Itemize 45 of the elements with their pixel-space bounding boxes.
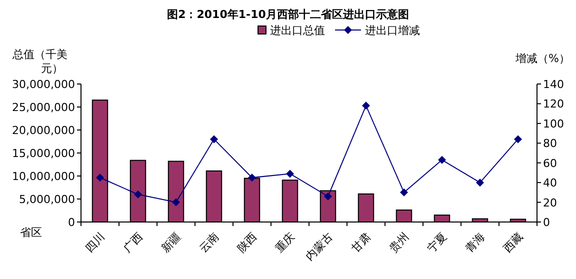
y-axis-title: 总值（千美元） bbox=[12, 48, 68, 75]
point bbox=[172, 198, 180, 206]
point bbox=[134, 190, 142, 198]
point bbox=[362, 102, 370, 110]
y-tick-label: 0 bbox=[68, 216, 75, 229]
chart-title: 图2：2010年1-10月西部十二省区进出口示意图 bbox=[167, 8, 409, 21]
point bbox=[286, 170, 294, 178]
y2-tick-label: 0 bbox=[543, 216, 550, 229]
x-tick-label: 内蒙古 bbox=[303, 230, 336, 263]
y-tick-label: 15,000,000 bbox=[12, 147, 75, 160]
x-tick-label: 西藏 bbox=[500, 230, 526, 256]
x-tick-label: 云南 bbox=[196, 230, 222, 256]
point bbox=[324, 192, 332, 200]
y-tick-label: 20,000,000 bbox=[12, 124, 75, 137]
y2-tick-label: 100 bbox=[543, 117, 564, 130]
x-tick-label: 宁夏 bbox=[424, 230, 450, 256]
point bbox=[248, 174, 256, 182]
y-tick-label: 5,000,000 bbox=[19, 193, 75, 206]
x-axis-title: 省区 bbox=[20, 226, 42, 239]
x-tick-label: 新疆 bbox=[158, 230, 184, 256]
x-tick-label: 贵州 bbox=[386, 230, 412, 256]
point bbox=[476, 178, 484, 187]
x-tick-label: 甘肃 bbox=[348, 230, 374, 256]
y-tick-label: 25,000,000 bbox=[12, 101, 75, 114]
y-tick-label: 30,000,000 bbox=[12, 78, 75, 91]
y2-tick-label: 80 bbox=[543, 137, 557, 150]
x-tick-label: 青海 bbox=[462, 230, 488, 256]
x-tick-label: 重庆 bbox=[272, 230, 298, 256]
x-tick-label: 广西 bbox=[120, 230, 146, 256]
point bbox=[438, 156, 446, 164]
legend-label: 进出口增减 bbox=[365, 24, 420, 37]
y2-tick-label: 140 bbox=[543, 78, 564, 91]
y2-tick-label: 40 bbox=[543, 176, 557, 190]
y2-tick-label: 20 bbox=[543, 196, 557, 210]
y2-tick-label: 120 bbox=[543, 98, 564, 111]
x-tick-label: 四川 bbox=[82, 230, 108, 256]
y-tick-label: 10,000,000 bbox=[12, 170, 75, 183]
point bbox=[210, 135, 218, 144]
x-tick-label: 陕西 bbox=[234, 230, 260, 256]
point bbox=[400, 188, 408, 196]
point bbox=[96, 174, 104, 182]
y2-tick-label: 60 bbox=[543, 156, 557, 170]
y2-axis-title: 增减（%） bbox=[514, 52, 570, 65]
point bbox=[514, 135, 522, 144]
legend-label: 进出口总值 bbox=[270, 24, 325, 37]
